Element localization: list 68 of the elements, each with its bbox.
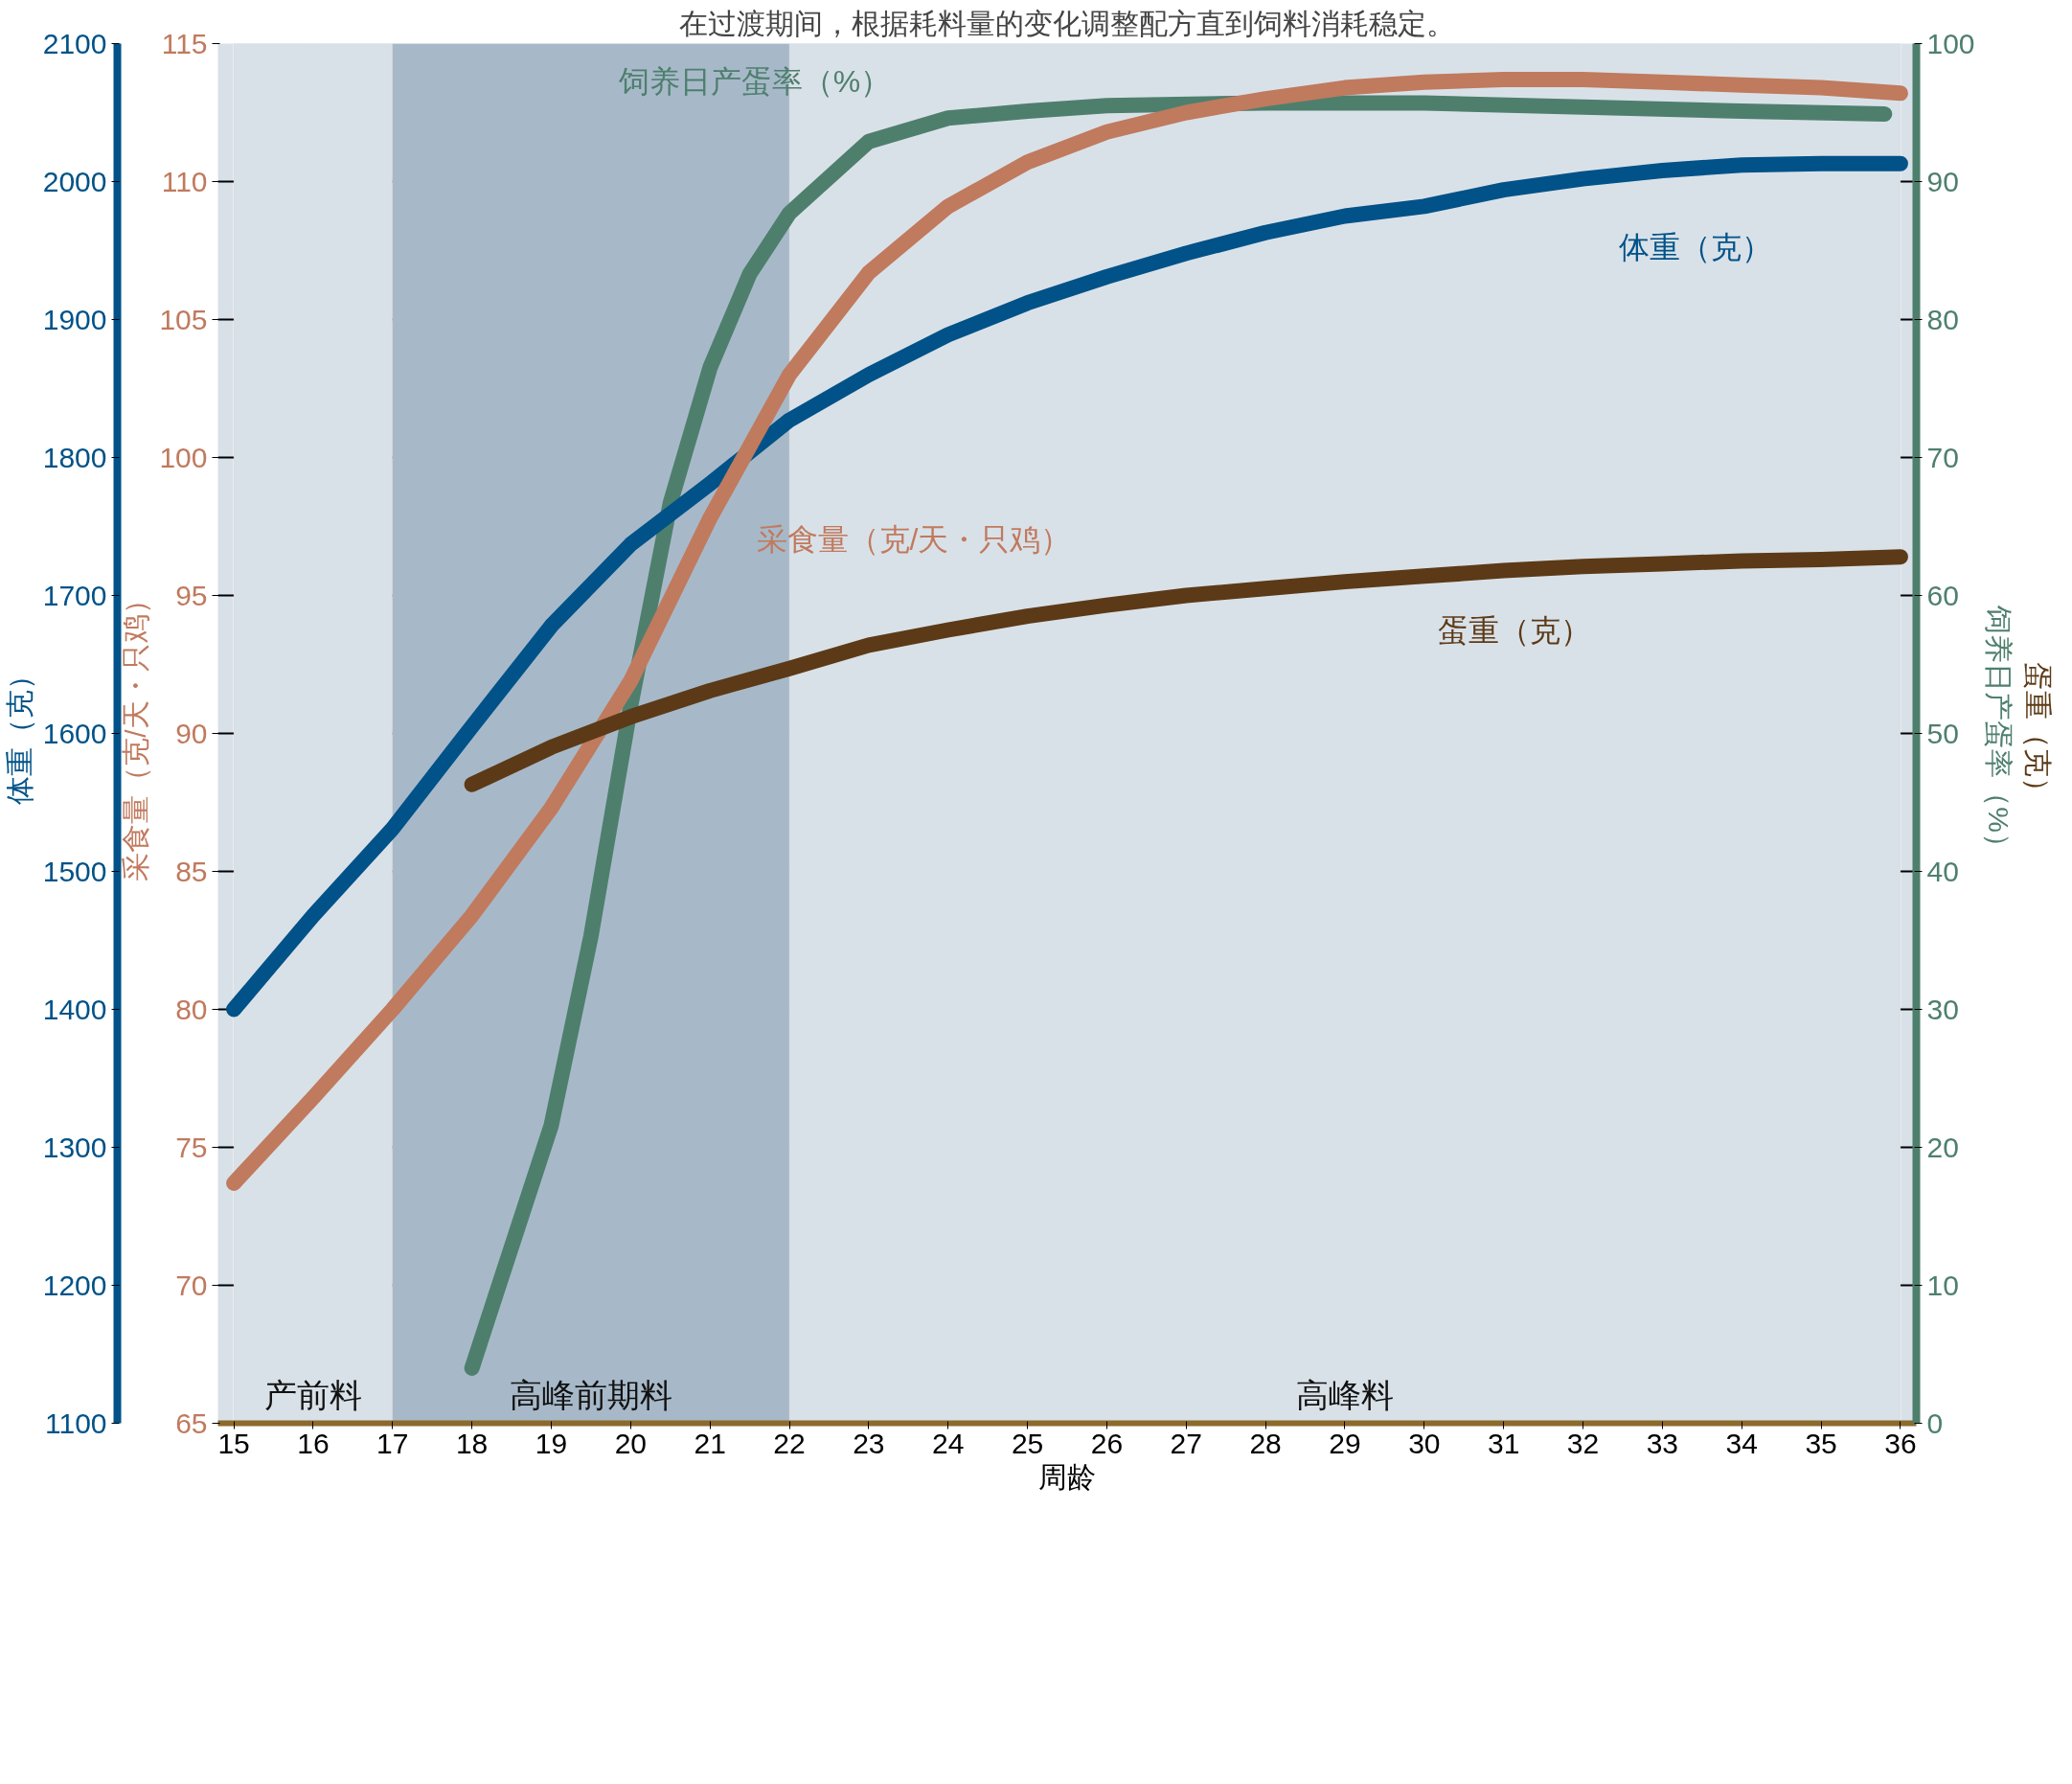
y3-tick-label: 0 (1926, 1407, 1944, 1439)
y-tick-label: 70 (175, 1269, 208, 1301)
x-tick-label: 26 (1090, 1427, 1124, 1459)
y2-tick-label: 1700 (42, 579, 107, 611)
y2-tick-label: 1800 (42, 441, 107, 473)
series-label: 体重（克） (1619, 229, 1773, 264)
y-tick-label: 110 (161, 165, 208, 197)
y2-tick-label: 1300 (42, 1131, 107, 1163)
band-label: 高峰料 (1295, 1376, 1394, 1413)
y3-tick-label: 20 (1926, 1131, 1959, 1163)
series-label: 蛋重（克） (1437, 612, 1591, 648)
x-tick-label: 16 (297, 1427, 330, 1459)
y3-tick-label: 40 (1926, 855, 1959, 887)
x-tick-label: 15 (217, 1427, 250, 1459)
y2-tick-label: 1600 (42, 717, 107, 749)
y-tick-label: 90 (175, 717, 208, 749)
x-tick-label: 17 (376, 1427, 409, 1459)
x-tick-label: 32 (1566, 1427, 1600, 1459)
x-tick-label: 31 (1487, 1427, 1520, 1459)
y2-axis-title: 体重（克） (3, 661, 35, 806)
x-tick-label: 36 (1884, 1427, 1917, 1459)
y2-tick-label: 1500 (42, 855, 107, 887)
y3-tick-label: 50 (1926, 717, 1959, 749)
y-tick-label: 100 (159, 441, 208, 473)
y3-tick-label: 10 (1926, 1269, 1959, 1301)
y-tick-label: 75 (175, 1131, 208, 1163)
x-tick-label: 27 (1170, 1427, 1202, 1459)
x-tick-label: 24 (932, 1427, 965, 1459)
x-tick-label: 19 (535, 1427, 568, 1459)
y-tick-label: 115 (161, 27, 208, 59)
x-tick-label: 23 (853, 1427, 885, 1459)
x-tick-label: 21 (694, 1427, 726, 1459)
text: 蛋重（克） (2021, 661, 2054, 806)
y2-tick-label: 2000 (42, 165, 107, 197)
y-tick-label: 85 (175, 855, 208, 887)
band-label: 产前料 (263, 1376, 362, 1413)
x-tick-label: 18 (455, 1427, 489, 1459)
x-tick-label: 25 (1011, 1427, 1044, 1459)
y3-tick-label: 100 (1926, 27, 1975, 59)
y3-axis-title: 饲养日产蛋率（%） (1982, 605, 2015, 861)
x-tick-label: 30 (1408, 1427, 1441, 1459)
y3-tick-label: 30 (1926, 993, 1959, 1025)
x-tick-label: 34 (1725, 1427, 1758, 1459)
y3-tick-label: 70 (1926, 441, 1959, 473)
y3-tick-label: 80 (1926, 303, 1959, 335)
chart-title: 在过渡期间，根据耗料量的变化调整配方直到饲料消耗稳定。 (679, 7, 1455, 39)
y3-tick-label: 90 (1926, 165, 1959, 197)
x-tick-label: 22 (773, 1427, 806, 1459)
series-label: 饲养日产蛋率（%） (617, 63, 892, 99)
x-tick-label: 33 (1646, 1427, 1679, 1459)
y-tick-label: 65 (175, 1407, 208, 1439)
x-axis-title: 周龄 (1038, 1460, 1096, 1493)
x-tick-label: 35 (1805, 1427, 1837, 1459)
x-tick-label: 29 (1329, 1427, 1361, 1459)
band-label: 高峰前期料 (509, 1376, 672, 1413)
y-tick-label: 105 (159, 303, 208, 335)
y-tick-label: 95 (175, 579, 208, 611)
x-tick-label: 20 (614, 1427, 648, 1459)
y-axis-title: 采食量（克/天・只鸡） (120, 585, 152, 881)
y2-tick-label: 1400 (42, 993, 107, 1025)
y2-tick-label: 1200 (42, 1269, 107, 1301)
y2-tick-label: 2100 (42, 27, 107, 59)
series-label: 采食量（克/天・只鸡） (756, 522, 1072, 558)
y3-tick-label: 60 (1926, 579, 1959, 611)
y2-tick-label: 1100 (44, 1407, 107, 1439)
x-tick-label: 28 (1249, 1427, 1282, 1459)
y-tick-label: 80 (175, 993, 208, 1025)
y2-tick-label: 1900 (42, 303, 107, 335)
